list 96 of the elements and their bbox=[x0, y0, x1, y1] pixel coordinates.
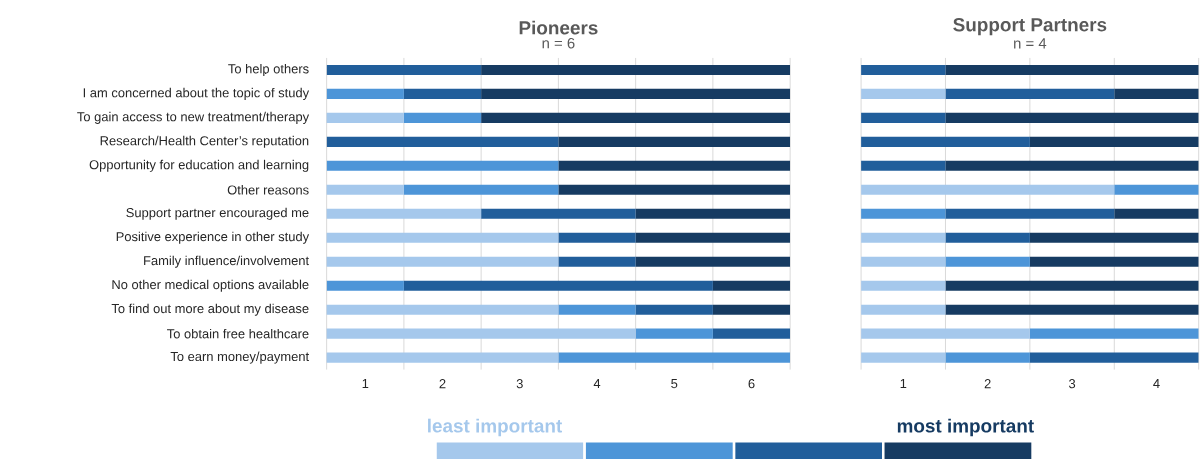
bar bbox=[326, 160, 559, 171]
bar bbox=[712, 304, 791, 315]
y-tick-label: To obtain free healthcare bbox=[167, 328, 309, 339]
bar bbox=[326, 208, 482, 219]
bar bbox=[558, 256, 636, 267]
y-tick-label: To gain access to new treatment/therapy bbox=[77, 111, 310, 124]
bar bbox=[945, 304, 1199, 315]
x-tick-label: 1 bbox=[362, 378, 369, 388]
y-tick-label: To find out more about my disease bbox=[111, 303, 309, 316]
y-tick-label: No other medical options available bbox=[112, 279, 309, 292]
bar bbox=[326, 256, 559, 267]
bar bbox=[635, 256, 791, 267]
bar bbox=[558, 184, 791, 195]
bar bbox=[945, 160, 1199, 171]
bar bbox=[945, 64, 1199, 75]
bar bbox=[326, 64, 482, 75]
bar bbox=[326, 352, 559, 363]
bar bbox=[1114, 184, 1199, 195]
y-tick-label: I am concerned about the topic of study bbox=[83, 87, 310, 100]
bar bbox=[861, 304, 946, 315]
bar bbox=[861, 352, 946, 363]
chart-title: Support Partners bbox=[953, 17, 1107, 35]
bar bbox=[861, 112, 946, 123]
bar bbox=[861, 232, 946, 243]
y-tick-label: Other reasons bbox=[227, 184, 309, 195]
bar bbox=[326, 136, 559, 147]
bar bbox=[945, 256, 1030, 267]
bar bbox=[861, 64, 946, 75]
bar bbox=[861, 184, 1115, 195]
bar bbox=[403, 184, 559, 195]
bar bbox=[1029, 136, 1199, 147]
x-tick-label: 4 bbox=[593, 378, 601, 388]
bar bbox=[326, 304, 559, 315]
bar bbox=[481, 112, 791, 123]
y-tick-label: To earn money/payment bbox=[170, 351, 310, 364]
bar bbox=[712, 280, 791, 291]
bar bbox=[945, 208, 1115, 219]
bar bbox=[326, 184, 404, 195]
chart-subtitle: n = 6 bbox=[542, 37, 575, 49]
bar bbox=[403, 280, 713, 291]
bar bbox=[861, 160, 946, 171]
bar bbox=[481, 64, 791, 75]
bar bbox=[861, 256, 946, 267]
bar bbox=[635, 232, 791, 243]
y-tick-label: Research/Health Center’s reputation bbox=[100, 135, 309, 148]
bar bbox=[861, 328, 1030, 339]
bar bbox=[558, 232, 636, 243]
bar bbox=[635, 208, 791, 219]
bar bbox=[635, 304, 713, 315]
bar bbox=[481, 208, 636, 219]
chart-title: Pioneers bbox=[519, 20, 598, 35]
bar bbox=[326, 112, 404, 123]
bar bbox=[861, 280, 946, 291]
bar bbox=[1029, 232, 1199, 243]
text: most important bbox=[897, 418, 1034, 437]
bar bbox=[945, 112, 1199, 123]
chart-subtitle: n = 4 bbox=[1014, 37, 1047, 49]
x-tick-label: 3 bbox=[516, 378, 523, 389]
bar bbox=[1029, 256, 1199, 267]
bar bbox=[403, 88, 482, 99]
bar bbox=[326, 280, 404, 291]
x-tick-label: 4 bbox=[1153, 378, 1160, 388]
bar bbox=[945, 352, 1030, 363]
y-tick-label: To help others bbox=[228, 63, 309, 76]
x-tick-label: 5 bbox=[671, 378, 678, 388]
bar bbox=[1029, 352, 1199, 363]
bar bbox=[1029, 328, 1199, 339]
bar bbox=[558, 160, 791, 171]
bar bbox=[326, 232, 559, 243]
bar bbox=[558, 304, 636, 315]
bar bbox=[558, 352, 791, 363]
x-tick-label: 1 bbox=[900, 378, 907, 388]
x-tick-label: 6 bbox=[748, 378, 755, 389]
bar bbox=[861, 136, 1030, 147]
y-tick-label: Positive experience in other study bbox=[116, 231, 310, 244]
y-tick-label: Opportunity for education and learning bbox=[89, 159, 309, 172]
bar bbox=[558, 136, 791, 147]
bar bbox=[326, 328, 636, 339]
text: least important bbox=[428, 418, 563, 437]
bar bbox=[945, 280, 1199, 291]
bar bbox=[403, 112, 482, 123]
y-tick-label: Support partner encouraged me bbox=[126, 207, 309, 220]
bar bbox=[326, 88, 404, 99]
x-tick-label: 3 bbox=[1068, 378, 1076, 389]
bar bbox=[712, 328, 791, 339]
bar bbox=[481, 88, 791, 99]
bar bbox=[1114, 208, 1199, 219]
y-tick-label: Family influence/involvement bbox=[144, 255, 309, 268]
bar bbox=[945, 232, 1030, 243]
x-tick-label: 2 bbox=[439, 378, 446, 388]
bar bbox=[945, 88, 1115, 99]
x-tick-label: 2 bbox=[984, 378, 991, 388]
bar bbox=[635, 328, 713, 339]
bar bbox=[861, 88, 946, 99]
bar bbox=[861, 208, 946, 219]
bar bbox=[1114, 88, 1199, 99]
